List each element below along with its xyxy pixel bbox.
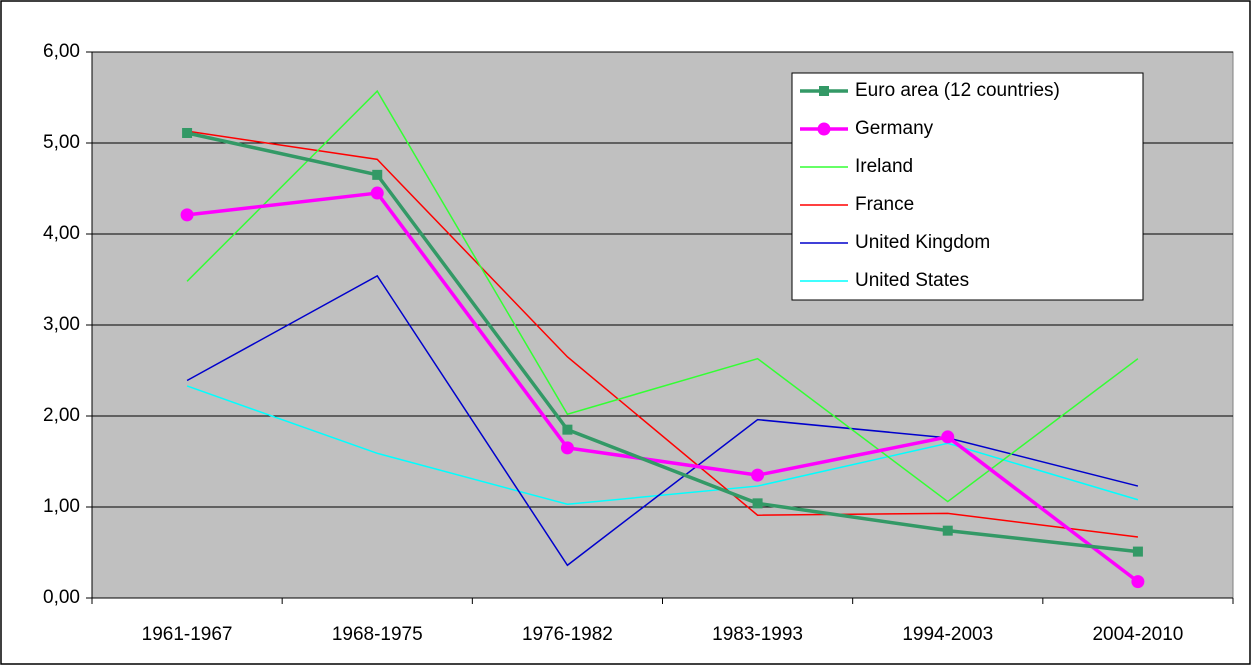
marker bbox=[752, 498, 763, 509]
x-tick-label: 1961-1967 bbox=[142, 624, 233, 645]
marker bbox=[372, 169, 383, 180]
legend-marker bbox=[817, 122, 831, 136]
marker bbox=[370, 186, 384, 200]
series-line bbox=[186, 385, 1139, 506]
series-line bbox=[186, 89, 1139, 503]
marker bbox=[1131, 575, 1145, 589]
y-tick-label: 6,00 bbox=[43, 41, 80, 62]
legend-marker bbox=[819, 86, 829, 96]
legend-label: Germany bbox=[855, 118, 934, 139]
y-tick-label: 4,00 bbox=[43, 223, 80, 244]
legend-box bbox=[791, 72, 1144, 301]
marker bbox=[560, 441, 574, 455]
y-tick-label: 2,00 bbox=[43, 405, 80, 426]
marker bbox=[941, 430, 955, 444]
legend-label: France bbox=[855, 194, 914, 215]
series-line bbox=[186, 274, 1139, 567]
marker bbox=[942, 525, 953, 536]
series-line bbox=[186, 131, 1139, 554]
series-line bbox=[186, 130, 1139, 538]
x-tick-label: 1983-1993 bbox=[712, 624, 803, 645]
series-line bbox=[186, 191, 1139, 584]
legend-label: United States bbox=[855, 270, 969, 291]
marker bbox=[180, 208, 194, 222]
legend-label: Euro area (12 countries) bbox=[855, 80, 1060, 101]
x-tick-label: 2004-2010 bbox=[1092, 624, 1183, 645]
legend-label: United Kingdom bbox=[855, 232, 990, 253]
legend-label: Ireland bbox=[855, 156, 913, 177]
marker bbox=[1132, 546, 1143, 557]
x-tick-label: 1976-1982 bbox=[522, 624, 613, 645]
x-tick-label: 1994-2003 bbox=[902, 624, 993, 645]
y-tick-label: 0,00 bbox=[43, 587, 80, 608]
marker bbox=[562, 424, 573, 435]
y-tick-label: 3,00 bbox=[43, 314, 80, 335]
y-tick-label: 5,00 bbox=[43, 132, 80, 153]
x-tick-label: 1968-1975 bbox=[332, 624, 423, 645]
y-tick-label: 1,00 bbox=[43, 496, 80, 517]
marker bbox=[182, 127, 193, 138]
marker bbox=[751, 468, 765, 482]
